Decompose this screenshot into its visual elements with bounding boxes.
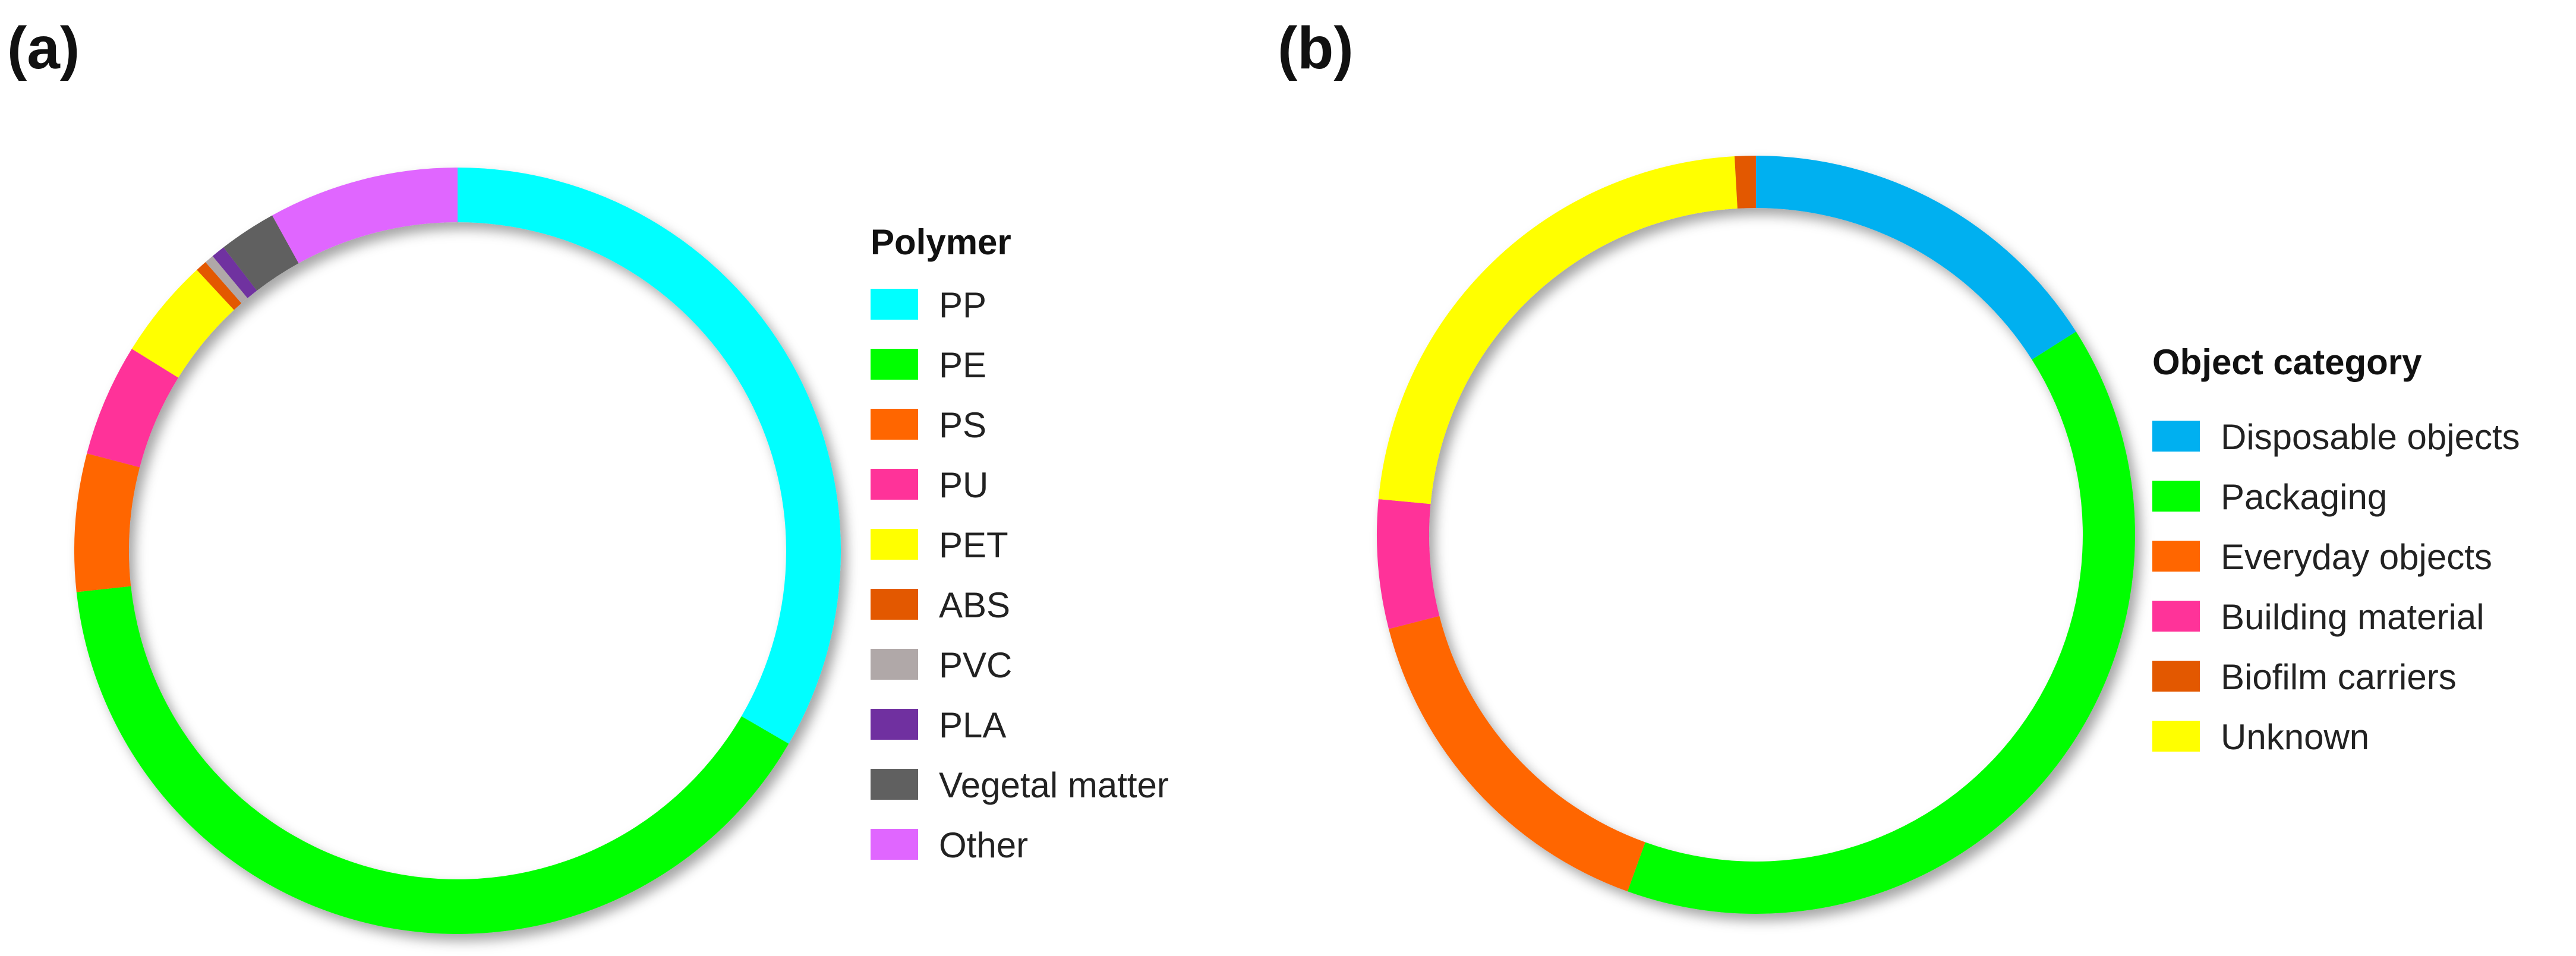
- panel-label-b: (b): [1278, 15, 1354, 81]
- legend-item-pvc: PVC: [871, 645, 1012, 685]
- legend-item-abs: ABS: [871, 585, 1010, 625]
- legend-swatch: [2152, 481, 2200, 512]
- slice-biofilm-carriers: [1734, 156, 1756, 209]
- slice-pe: [76, 586, 789, 934]
- legend-swatch: [871, 649, 918, 680]
- legend-label: Packaging: [2221, 477, 2387, 517]
- legend-item-disposable-objects: Disposable objects: [2152, 417, 2520, 457]
- legend-swatch: [2152, 541, 2200, 572]
- legend-label: Vegetal matter: [939, 765, 1169, 805]
- slice-pp: [458, 168, 841, 744]
- legend-label: Unknown: [2221, 717, 2369, 757]
- legend-item-other: Other: [871, 825, 1028, 865]
- legend-item-packaging: Packaging: [2152, 477, 2387, 517]
- chart-a: (a) Polymer PP PE PS PU PET ABS PVC PLA Vegetal …: [7, 15, 1169, 934]
- legend-swatch: [871, 349, 918, 380]
- legend-swatch: [871, 829, 918, 860]
- legend-label: PE: [939, 345, 986, 385]
- legend-label: PET: [939, 525, 1008, 565]
- slice-pvc: [205, 255, 248, 304]
- legend-swatch: [2152, 661, 2200, 692]
- legend-swatch: [2152, 601, 2200, 632]
- legend-label: PU: [939, 465, 988, 505]
- legend-item-unknown: Unknown: [2152, 717, 2369, 757]
- legend-label: PLA: [939, 705, 1006, 745]
- panel-label-a: (a): [7, 15, 80, 81]
- legend-item-ps: PS: [871, 405, 986, 445]
- chart-b: (b) Object category Disposable objects Pa…: [1278, 15, 2520, 914]
- legend-swatch: [871, 469, 918, 500]
- legend-label: PS: [939, 405, 986, 445]
- legend-item-everyday-objects: Everyday objects: [2152, 537, 2492, 577]
- slice-packaging: [1627, 332, 2136, 914]
- slice-other: [272, 168, 458, 263]
- legend-swatch: [2152, 421, 2200, 452]
- legend-label: PVC: [939, 645, 1012, 685]
- donut-a: [74, 168, 841, 934]
- legend-swatch: [871, 529, 918, 560]
- slice-pet: [131, 270, 234, 378]
- legend-label: Other: [939, 825, 1028, 865]
- legend-item-pet: PET: [871, 525, 1008, 565]
- legend-item-pla: PLA: [871, 705, 1006, 745]
- slice-unknown: [1378, 156, 1738, 504]
- legend-item-pp: PP: [871, 285, 986, 325]
- slice-pu: [87, 349, 179, 468]
- slice-disposable-objects: [1756, 156, 2076, 360]
- legend-title-a: Polymer: [871, 222, 1011, 262]
- legend-item-biofilm-carriers: Biofilm carriers: [2152, 657, 2457, 697]
- legend-label: Biofilm carriers: [2221, 657, 2457, 697]
- legend-swatch: [871, 409, 918, 440]
- legend-label: ABS: [939, 585, 1010, 625]
- legend-swatch: [871, 589, 918, 620]
- legend-label: Everyday objects: [2221, 537, 2492, 577]
- legend-item-pu: PU: [871, 465, 988, 505]
- legend-item-vegetal-matter: Vegetal matter: [871, 765, 1169, 805]
- legend-swatch: [871, 289, 918, 320]
- legend-a: Polymer PP PE PS PU PET ABS PVC PLA Vegetal matt…: [871, 222, 1169, 865]
- legend-label: Building material: [2221, 597, 2484, 637]
- slice-building-material: [1377, 498, 1440, 629]
- donut-b: [1377, 156, 2136, 914]
- legend-swatch: [871, 769, 918, 800]
- legend-swatch: [2152, 721, 2200, 752]
- slice-pla: [212, 247, 257, 298]
- slice-abs: [197, 262, 242, 310]
- legend-item-pe: PE: [871, 345, 986, 385]
- legend-item-building-material: Building material: [2152, 597, 2484, 637]
- legend-b: Object category Disposable objects Packag…: [2152, 342, 2520, 757]
- legend-label: Disposable objects: [2221, 417, 2520, 457]
- slice-everyday-objects: [1389, 616, 1645, 892]
- legend-swatch: [871, 709, 918, 740]
- slice-vegetal-matter: [223, 215, 299, 291]
- legend-label: PP: [939, 285, 986, 325]
- legend-title-b: Object category: [2152, 342, 2422, 382]
- slice-ps: [74, 453, 140, 592]
